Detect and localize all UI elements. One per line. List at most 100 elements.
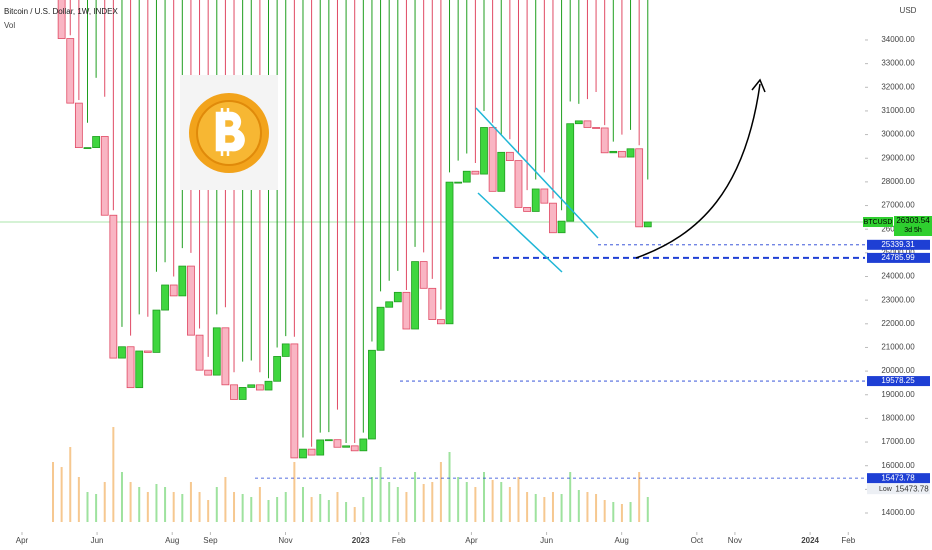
volume-bar xyxy=(293,462,296,522)
candle-body xyxy=(437,319,445,325)
candle-body xyxy=(350,445,359,452)
current-price-badge xyxy=(894,216,932,237)
volume-bar xyxy=(603,500,606,522)
arrow-head xyxy=(751,78,766,93)
volume-bar xyxy=(370,477,373,522)
volume-bar xyxy=(319,494,322,522)
candle-body xyxy=(74,102,83,148)
volume-bar xyxy=(164,487,167,522)
candle-body xyxy=(333,439,342,448)
level-label: 24785.99 xyxy=(881,253,915,262)
volume-bar xyxy=(439,462,442,522)
volume-bar xyxy=(129,482,132,522)
volume-bar xyxy=(224,477,227,522)
x-tick-label: Aug xyxy=(615,536,629,545)
candle-body xyxy=(187,265,195,336)
drawings xyxy=(475,78,766,273)
candle-body xyxy=(255,384,264,391)
candle-body xyxy=(488,127,497,192)
channel-lower xyxy=(477,192,563,273)
candle-body xyxy=(342,445,350,448)
volume-bar xyxy=(95,494,98,522)
axis-layer: 14000.0015000.0016000.0017000.0018000.00… xyxy=(16,35,932,545)
candle-body xyxy=(531,188,540,212)
volume-bar xyxy=(500,482,503,522)
candle-body xyxy=(57,0,66,39)
volume-bar xyxy=(629,502,632,522)
candle-body xyxy=(109,214,118,359)
y-tick-label: 19000.00 xyxy=(881,390,915,399)
y-tick-label: 30000.00 xyxy=(881,130,915,139)
volume-bar xyxy=(120,472,123,522)
volume-bar xyxy=(69,447,72,522)
volume-bar xyxy=(215,487,218,522)
candle-body xyxy=(307,448,316,456)
candle-body xyxy=(264,380,273,391)
candle-body xyxy=(324,439,333,442)
candle-body xyxy=(204,369,213,376)
projection-arrow xyxy=(635,83,761,259)
level-badge xyxy=(867,239,930,250)
volume-bar xyxy=(112,427,115,522)
volume-bar xyxy=(586,492,589,522)
candle-body xyxy=(290,343,299,459)
candle-body xyxy=(195,334,204,371)
volume-bar xyxy=(560,494,563,522)
volume-bar xyxy=(534,494,537,522)
candle-body xyxy=(411,261,419,330)
volume-bar xyxy=(241,494,244,522)
candle-body xyxy=(169,284,178,297)
candle-body xyxy=(445,181,454,325)
volume-bar xyxy=(638,472,641,522)
volume-bar xyxy=(526,492,529,522)
candle-body xyxy=(557,220,566,234)
x-tick-label: Apr xyxy=(465,536,478,545)
candle-body xyxy=(497,151,506,192)
volume-bar xyxy=(284,492,287,522)
volume-bar xyxy=(517,477,520,522)
level-badge xyxy=(867,473,930,484)
candle-body xyxy=(66,38,75,104)
y-tick-label: 16000.00 xyxy=(881,461,915,470)
y-tick-label: 18000.00 xyxy=(881,414,915,423)
volume-bar xyxy=(345,502,348,522)
candle-body xyxy=(643,221,652,228)
volume-bar xyxy=(543,497,546,522)
y-tick-label: 32000.00 xyxy=(881,82,915,91)
x-tick-label: Aug xyxy=(165,536,179,545)
y-tick-label: 22000.00 xyxy=(881,319,915,328)
candle-body xyxy=(118,346,126,359)
x-tick-label: 2024 xyxy=(801,536,819,545)
volume-bar xyxy=(276,497,279,522)
volume-bar xyxy=(577,490,580,522)
candle-body xyxy=(600,127,609,154)
candle-body xyxy=(540,188,549,204)
y-tick-label: 24000.00 xyxy=(881,272,915,281)
volume-bar xyxy=(138,487,141,522)
volume-layer xyxy=(52,427,649,522)
candle-body xyxy=(419,261,428,289)
y-tick-label: 28000.00 xyxy=(881,177,915,186)
y-tick-label: 33000.00 xyxy=(881,59,915,68)
volume-bar xyxy=(146,492,149,522)
candle-body xyxy=(402,291,411,330)
candle-body xyxy=(230,384,238,400)
candle-body xyxy=(566,123,575,222)
volume-bar xyxy=(86,492,89,522)
x-tick-label: Nov xyxy=(278,536,292,545)
candle-body xyxy=(618,150,626,158)
x-tick-label: Nov xyxy=(728,536,742,545)
volume-bar xyxy=(612,502,615,522)
y-tick-label: 21000.00 xyxy=(881,343,915,352)
volume-bar xyxy=(465,482,468,522)
candle-body xyxy=(523,207,532,212)
chart-title: Bitcoin / U.S. Dollar, 1W, INDEX xyxy=(4,7,118,16)
volume-bar xyxy=(569,472,572,522)
low-badge xyxy=(867,484,930,495)
candle-body xyxy=(368,349,376,440)
volume-bar xyxy=(189,482,192,522)
volume-bar xyxy=(301,487,304,522)
channel-upper xyxy=(475,107,599,239)
